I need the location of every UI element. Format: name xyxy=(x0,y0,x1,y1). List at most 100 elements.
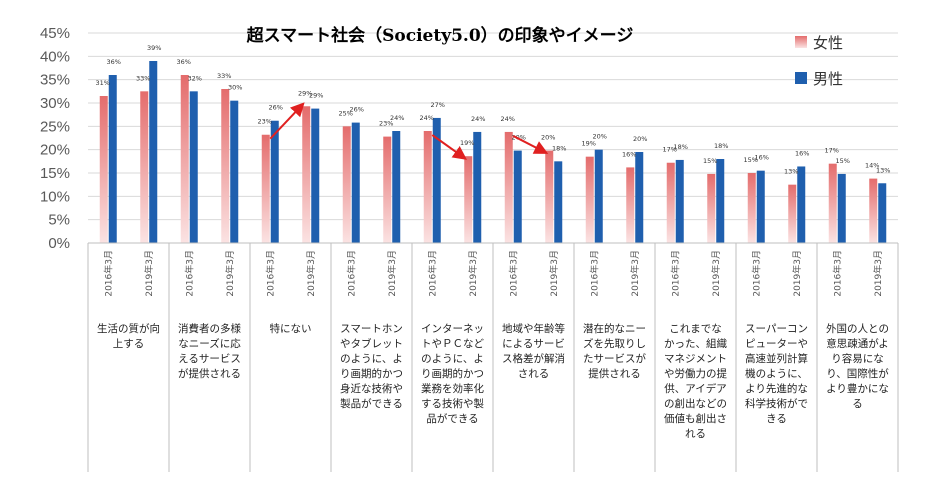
trend-arrows xyxy=(269,102,549,160)
category-label: のように、よ xyxy=(421,353,484,365)
category-label: り容易にな xyxy=(831,352,884,365)
bar-male xyxy=(351,122,360,243)
bar-female xyxy=(302,106,311,244)
bar-male xyxy=(756,170,765,243)
data-label-female: 16% xyxy=(622,150,636,158)
category-label: スマートホン xyxy=(340,323,403,335)
data-label-male: 20% xyxy=(593,133,607,141)
category-label: これまでな xyxy=(669,323,722,335)
bar-male xyxy=(392,131,401,243)
bar-male xyxy=(635,152,644,243)
category-label: ズを先取りし xyxy=(583,337,646,350)
bar-female xyxy=(140,91,149,243)
category-label: 上する xyxy=(113,338,145,350)
category-label: 外国の人との xyxy=(826,323,889,335)
period-label: 2019年3月 xyxy=(467,250,479,297)
data-label-female: 17% xyxy=(825,147,839,155)
data-label-male: 36% xyxy=(107,58,121,66)
category-label: 提供される xyxy=(588,367,641,380)
bar-female xyxy=(585,156,594,243)
category-label: される xyxy=(518,368,550,380)
data-label-female: 23% xyxy=(258,118,272,126)
data-label-male: 24% xyxy=(390,114,404,122)
category-label: 価値も創出さ xyxy=(664,412,727,425)
period-label: 2019年3月 xyxy=(629,250,641,297)
y-axis: 0% 5% 10% 15% 20% 25% 30% 35% 40% 45% xyxy=(40,25,70,252)
trend-arrow xyxy=(269,102,305,140)
y-tick-label: 5% xyxy=(48,212,70,229)
bar-female xyxy=(180,75,189,243)
category-label: インターネッ xyxy=(421,323,484,335)
data-label-female: 23% xyxy=(379,120,393,128)
period-label: 2016年3月 xyxy=(750,250,762,297)
y-tick-label: 0% xyxy=(48,235,70,252)
data-label-male: 18% xyxy=(552,144,566,152)
data-label-female: 33% xyxy=(217,72,231,80)
category-label: えるサービス xyxy=(178,353,241,365)
bar-female xyxy=(869,178,878,243)
bar-male xyxy=(878,183,887,243)
category-label: れる xyxy=(685,428,706,440)
category-label: り画期的かつ xyxy=(421,367,484,380)
category-label: 身近な技術や xyxy=(340,382,403,395)
period-label: 2016年3月 xyxy=(831,250,843,297)
data-label-female: 31% xyxy=(96,79,110,87)
period-label: 2019年3月 xyxy=(305,250,317,297)
bar-female xyxy=(221,89,230,243)
data-label-male: 26% xyxy=(350,106,364,114)
legend-swatch-male xyxy=(795,72,807,84)
bar-female xyxy=(504,131,513,243)
data-label-male: 30% xyxy=(228,84,242,92)
category-label: より豊かにな xyxy=(826,382,889,395)
category-label: り画期的かつ xyxy=(340,367,403,380)
data-label-female: 15% xyxy=(703,157,717,165)
category-label: や労働力の提 xyxy=(664,367,727,380)
bar-female xyxy=(342,126,351,243)
period-label: 2016年3月 xyxy=(426,250,438,297)
bar-male xyxy=(716,159,725,243)
period-label: 2019年3月 xyxy=(386,250,398,297)
bar-female xyxy=(828,163,837,243)
period-label: 2016年3月 xyxy=(669,250,681,297)
data-label-female: 29% xyxy=(298,89,312,97)
data-label-male: 16% xyxy=(755,154,769,162)
period-label: 2016年3月 xyxy=(345,250,357,297)
bar-female xyxy=(707,173,716,243)
category-label: 業務を効率化 xyxy=(421,382,484,395)
period-label: 2016年3月 xyxy=(183,250,195,297)
bar-female xyxy=(99,96,108,243)
period-label: 2016年3月 xyxy=(264,250,276,297)
category-label: 品ができる xyxy=(426,412,478,425)
bar-female xyxy=(626,167,635,243)
bar-male xyxy=(594,149,603,243)
data-label-male: 26% xyxy=(269,104,283,112)
y-tick-label: 10% xyxy=(40,188,70,205)
legend-label-female: 女性 xyxy=(813,34,843,52)
category-label: スーパーコン xyxy=(745,323,808,335)
bar-male xyxy=(675,159,684,243)
y-tick-label: 30% xyxy=(40,95,70,112)
data-label-male: 27% xyxy=(431,101,445,109)
period-label: 2019年3月 xyxy=(791,250,803,297)
data-label-female: 19% xyxy=(582,140,596,148)
category-label: かった、組織 xyxy=(664,337,727,350)
period-label: 2019年3月 xyxy=(872,250,884,297)
bar-female xyxy=(423,131,432,243)
bar-male xyxy=(270,120,279,243)
category-label: の創出などの xyxy=(664,397,727,410)
y-tick-label: 20% xyxy=(40,142,70,159)
data-label-female: 36% xyxy=(177,58,191,66)
category-label: トやＰＣなど xyxy=(421,338,484,350)
period-label: 2019年3月 xyxy=(143,250,155,297)
data-label-female: 15% xyxy=(744,156,758,164)
category-label: 地域や年齢等 xyxy=(502,322,565,335)
bar-male xyxy=(797,166,806,243)
data-label-male: 20% xyxy=(633,135,647,143)
y-tick-label: 35% xyxy=(40,72,70,89)
data-label-female: 24% xyxy=(420,114,434,122)
chart-title: 超スマート社会（Society5.0）の印象やイメージ xyxy=(247,25,634,46)
bar-male xyxy=(189,91,198,243)
category-label: り、国際性が xyxy=(826,367,889,380)
